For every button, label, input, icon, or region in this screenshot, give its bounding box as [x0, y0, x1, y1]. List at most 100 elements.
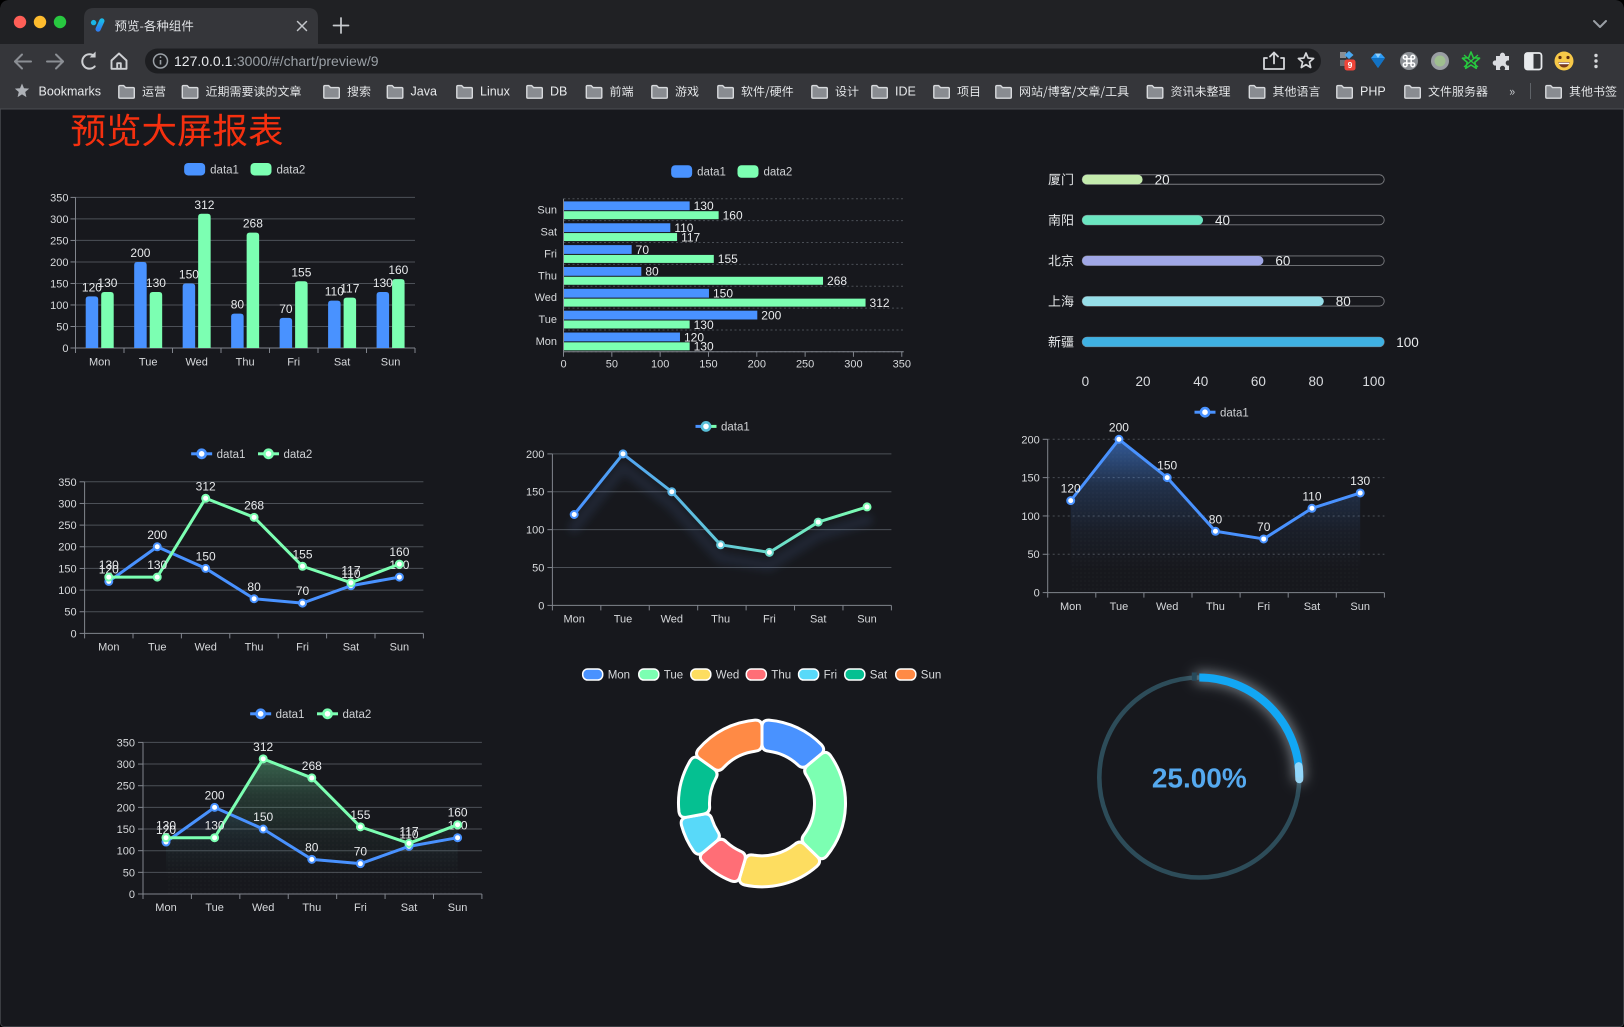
svg-text:130: 130 [694, 340, 714, 354]
svg-text:80: 80 [247, 580, 261, 594]
svg-text:250: 250 [117, 781, 135, 793]
svg-text:Sun: Sun [857, 614, 877, 626]
svg-text:200: 200 [58, 542, 76, 554]
svg-text:0: 0 [1082, 374, 1090, 389]
svg-text:150: 150 [699, 358, 717, 370]
svg-text:100: 100 [1021, 511, 1039, 523]
svg-text:50: 50 [606, 358, 618, 370]
svg-text:100: 100 [58, 585, 76, 597]
svg-text:Thu: Thu [236, 356, 255, 368]
svg-text:Sat: Sat [401, 902, 418, 914]
svg-text::3000/#/chart/preview/9: :3000/#/chart/preview/9 [233, 53, 379, 69]
svg-text:300: 300 [50, 214, 68, 226]
svg-text:150: 150 [1157, 459, 1177, 473]
svg-text:127.0.0.1: 127.0.0.1 [174, 53, 233, 69]
svg-text:Mon: Mon [1060, 601, 1081, 613]
svg-text:120: 120 [684, 330, 704, 344]
svg-text:150: 150 [526, 487, 544, 499]
svg-text:100: 100 [50, 300, 68, 312]
svg-text:Sat: Sat [810, 614, 827, 626]
svg-text:160: 160 [388, 263, 408, 277]
svg-text:120: 120 [99, 562, 119, 576]
svg-text:200: 200 [1109, 420, 1129, 434]
svg-text:130: 130 [156, 819, 176, 833]
svg-text:Tue: Tue [139, 356, 158, 368]
svg-text:data1: data1 [210, 164, 239, 176]
svg-text:150: 150 [50, 278, 68, 290]
svg-text:70: 70 [279, 302, 293, 316]
svg-text:IDE: IDE [895, 85, 916, 99]
svg-text:Sat: Sat [1304, 601, 1321, 613]
svg-text:130: 130 [97, 276, 117, 290]
svg-text:Sun: Sun [921, 670, 941, 682]
svg-text:268: 268 [244, 498, 264, 512]
svg-text:350: 350 [58, 477, 76, 489]
svg-text:300: 300 [844, 358, 862, 370]
svg-text:80: 80 [305, 840, 319, 854]
svg-text:350: 350 [117, 737, 135, 749]
svg-text:Mon: Mon [98, 642, 119, 654]
svg-text:268: 268 [302, 759, 322, 773]
svg-text:300: 300 [117, 759, 135, 771]
svg-text:160: 160 [448, 806, 468, 820]
svg-text:130: 130 [205, 819, 225, 833]
svg-text:Fri: Fri [824, 670, 837, 682]
svg-text:Wed: Wed [716, 670, 739, 682]
svg-text:312: 312 [194, 198, 214, 212]
svg-text:Sun: Sun [381, 356, 401, 368]
svg-text:150: 150 [58, 563, 76, 575]
svg-text:25.00%: 25.00% [1152, 763, 1247, 794]
svg-text:130: 130 [694, 199, 714, 213]
svg-text:200: 200 [117, 802, 135, 814]
svg-text:130: 130 [694, 318, 714, 332]
svg-text:Tue: Tue [1110, 601, 1129, 613]
svg-text:Fri: Fri [1257, 601, 1270, 613]
svg-text:268: 268 [827, 274, 847, 288]
svg-text:350: 350 [893, 358, 911, 370]
svg-text:data2: data2 [343, 709, 372, 721]
svg-text:50: 50 [123, 867, 135, 879]
svg-text:268: 268 [243, 217, 263, 231]
svg-text:110: 110 [341, 567, 360, 581]
svg-text:Fri: Fri [296, 642, 309, 654]
svg-text:110: 110 [399, 827, 418, 841]
svg-text:50: 50 [64, 607, 76, 619]
svg-text:250: 250 [58, 520, 76, 532]
svg-text:150: 150 [713, 287, 733, 301]
svg-text:Sat: Sat [870, 670, 888, 682]
svg-text:0: 0 [129, 889, 135, 901]
svg-text:Thu: Thu [302, 902, 321, 914]
svg-text:130: 130 [99, 558, 119, 572]
svg-text:155: 155 [293, 547, 313, 561]
svg-text:Tue: Tue [538, 314, 557, 326]
svg-text:Linux: Linux [480, 85, 511, 99]
svg-text:Sun: Sun [537, 205, 557, 217]
svg-text:250: 250 [796, 358, 814, 370]
svg-text:Tue: Tue [664, 670, 683, 682]
svg-text:Wed: Wed [252, 902, 274, 914]
svg-text:130: 130 [146, 276, 166, 290]
svg-text:150: 150 [117, 824, 135, 836]
svg-text:200: 200 [761, 308, 781, 322]
svg-text:20: 20 [1155, 172, 1170, 187]
svg-text:80: 80 [1209, 512, 1223, 526]
svg-text:80: 80 [1309, 374, 1324, 389]
svg-text:110: 110 [1302, 489, 1321, 503]
svg-text:Wed: Wed [194, 642, 216, 654]
svg-text:312: 312 [253, 740, 273, 754]
svg-text:data2: data2 [764, 167, 793, 179]
svg-text:50: 50 [532, 562, 544, 574]
svg-text:120: 120 [1061, 482, 1081, 496]
svg-text:100: 100 [651, 358, 669, 370]
svg-text:80: 80 [231, 298, 245, 312]
svg-text:Wed: Wed [661, 614, 683, 626]
svg-text:9: 9 [1348, 60, 1353, 70]
svg-text:50: 50 [1027, 549, 1039, 561]
svg-text:120: 120 [82, 280, 102, 294]
svg-text:data1: data1 [1220, 407, 1249, 419]
svg-text:60: 60 [1275, 254, 1290, 269]
svg-text:Sun: Sun [1350, 601, 1370, 613]
svg-text:Mon: Mon [536, 336, 557, 348]
svg-text:Thu: Thu [771, 670, 791, 682]
svg-text:Thu: Thu [711, 614, 730, 626]
